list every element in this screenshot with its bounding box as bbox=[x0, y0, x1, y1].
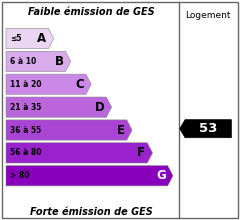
Text: Logement: Logement bbox=[186, 11, 231, 20]
Text: ≤5: ≤5 bbox=[10, 34, 22, 43]
Text: C: C bbox=[75, 78, 84, 91]
Text: 36 à 55: 36 à 55 bbox=[10, 126, 42, 134]
Text: 53: 53 bbox=[199, 122, 218, 135]
Polygon shape bbox=[6, 28, 54, 49]
Polygon shape bbox=[6, 97, 112, 117]
Polygon shape bbox=[6, 120, 132, 140]
Text: Faible émission de GES: Faible émission de GES bbox=[29, 7, 155, 17]
Polygon shape bbox=[6, 51, 71, 72]
Text: 6 à 10: 6 à 10 bbox=[10, 57, 36, 66]
Polygon shape bbox=[180, 120, 231, 138]
Text: 11 à 20: 11 à 20 bbox=[10, 80, 42, 89]
Text: 21 à 35: 21 à 35 bbox=[10, 103, 42, 112]
Polygon shape bbox=[6, 143, 153, 163]
Text: 56 à 80: 56 à 80 bbox=[10, 148, 42, 157]
Text: > 80: > 80 bbox=[10, 171, 30, 180]
FancyBboxPatch shape bbox=[2, 2, 238, 218]
Text: D: D bbox=[95, 101, 104, 114]
Polygon shape bbox=[6, 74, 91, 94]
Text: E: E bbox=[117, 123, 125, 137]
Polygon shape bbox=[6, 166, 173, 186]
Text: B: B bbox=[54, 55, 64, 68]
Text: A: A bbox=[37, 32, 47, 45]
Text: G: G bbox=[156, 169, 166, 182]
Text: Forte émission de GES: Forte émission de GES bbox=[30, 207, 153, 217]
Text: F: F bbox=[137, 146, 145, 160]
